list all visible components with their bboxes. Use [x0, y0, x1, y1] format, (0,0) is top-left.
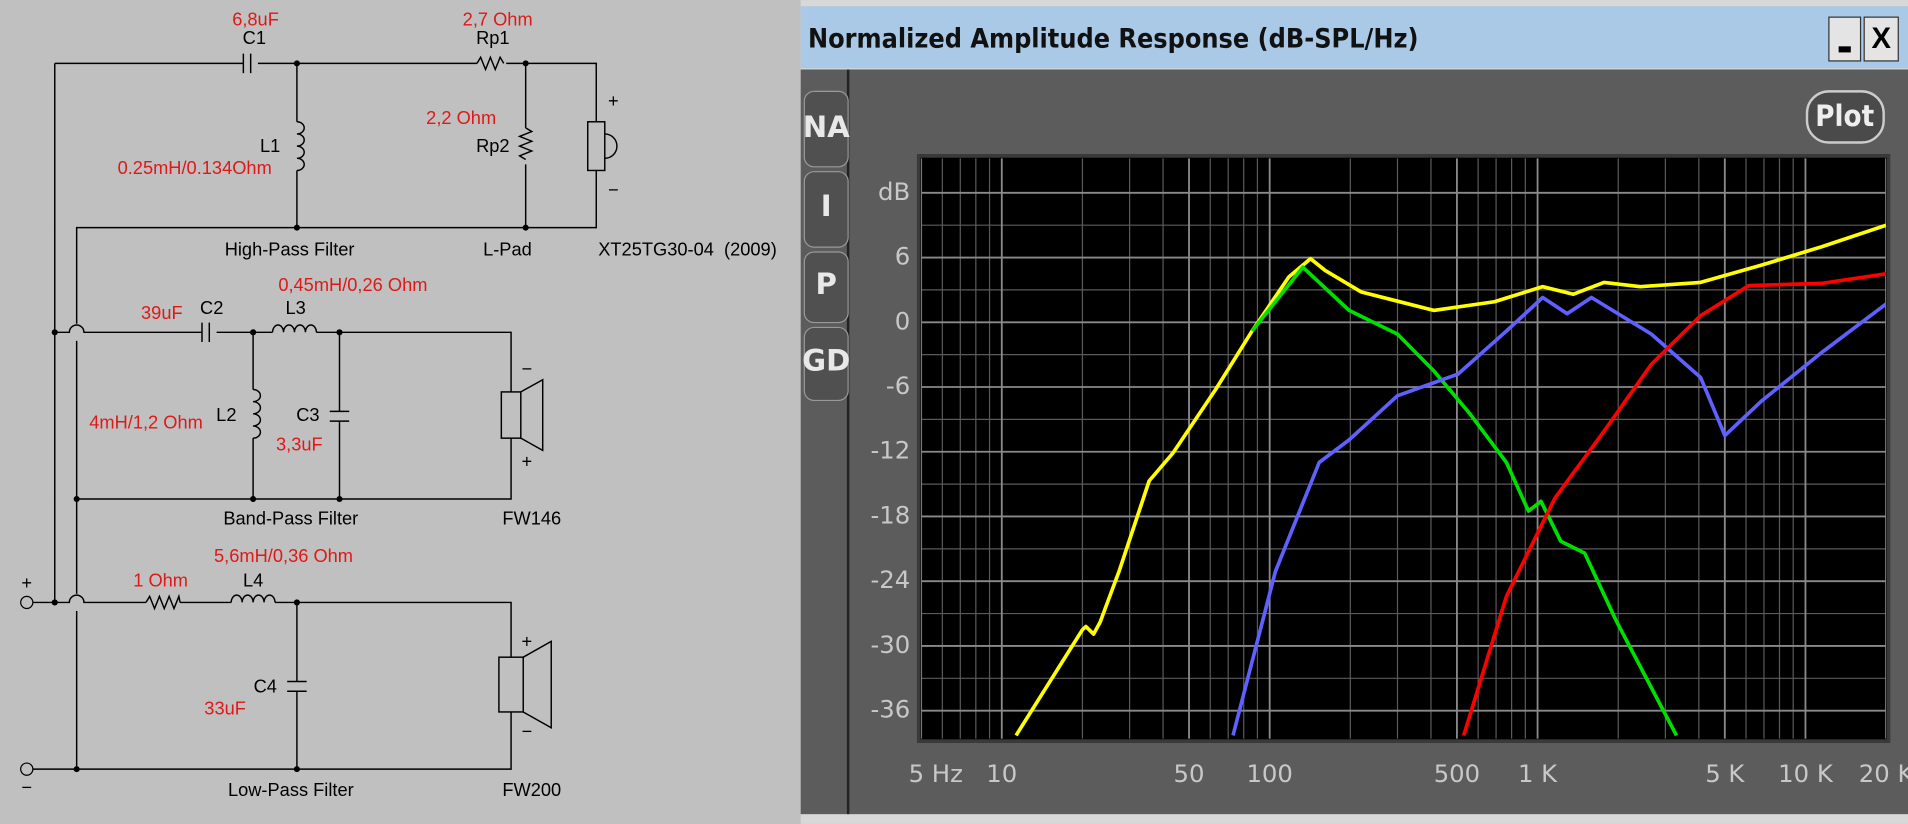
component-label: L3	[286, 297, 306, 318]
component-value: 3,3uF	[276, 433, 323, 454]
response-curve	[1461, 271, 1887, 736]
component-value: 0,45mH/0,26 Ohm	[278, 274, 427, 295]
polarity-sign: −	[522, 358, 533, 379]
driver-label: FW146	[502, 508, 561, 529]
y-tick-label: -36	[870, 695, 910, 724]
tab[interactable]	[803, 171, 849, 248]
component-label: L4	[243, 570, 263, 591]
section-label: High-Pass Filter	[225, 239, 355, 260]
tab-label: P	[816, 267, 837, 301]
component-value: 0.25mH/0.134Ohm	[118, 157, 272, 178]
component-value: 39uF	[141, 302, 183, 323]
response-curve	[1014, 223, 1887, 737]
component-value: 33uF	[204, 697, 246, 718]
tab-label: GD	[802, 344, 850, 378]
driver-label: FW200	[502, 779, 561, 800]
tab[interactable]	[803, 326, 849, 402]
component-value: 2,2 Ohm	[426, 107, 496, 128]
driver-label: XT25TG30-04 (2009)	[598, 239, 777, 260]
x-tick-label: 20 K	[1859, 759, 1908, 788]
y-tick-label: -6	[886, 371, 910, 400]
section-label: Low-Pass Filter	[228, 779, 354, 800]
y-tick-label: -18	[870, 500, 910, 529]
component-label: Rp2	[476, 135, 509, 156]
x-tick-label: 1 K	[1518, 759, 1558, 788]
component-label: C2	[200, 297, 223, 318]
polarity-sign: −	[21, 776, 32, 797]
minimize-icon	[1838, 46, 1851, 53]
plot-area	[916, 154, 1891, 743]
plot-button[interactable]	[1805, 90, 1885, 144]
schematic-panel	[0, 0, 801, 824]
tab[interactable]	[803, 251, 849, 324]
y-tick-label: -24	[870, 565, 910, 594]
tab-label: NA	[803, 110, 850, 144]
x-tick-label: 5 Hz	[909, 759, 963, 788]
response-curve	[1250, 265, 1679, 737]
component-label: L2	[216, 404, 236, 425]
close-label: X	[1871, 23, 1891, 55]
component-label: L1	[260, 135, 280, 156]
polarity-sign: +	[21, 572, 32, 593]
y-tick-label: dB	[878, 177, 910, 206]
x-tick-label: 10 K	[1778, 759, 1834, 788]
component-value: 1 Ohm	[133, 570, 188, 591]
x-tick-label: 100	[1246, 759, 1292, 788]
component-value: 4mH/1,2 Ohm	[89, 411, 203, 432]
polarity-sign: +	[522, 450, 533, 471]
component-value: 5,6mH/0,36 Ohm	[214, 545, 353, 566]
polarity-sign: −	[608, 179, 619, 200]
y-tick-label: -12	[870, 436, 910, 465]
x-tick-label: 50	[1174, 759, 1205, 788]
close-button[interactable]	[1863, 16, 1899, 62]
component-label: C1	[243, 27, 266, 48]
schematic-wires	[20, 53, 618, 776]
x-tick-label: 500	[1434, 759, 1480, 788]
title-bar	[800, 6, 1908, 69]
plot	[921, 158, 1887, 739]
x-tick-label: 5 K	[1705, 759, 1745, 788]
component-label: Rp1	[476, 27, 509, 48]
schematic-labels: 6,8uF C1 2,7 Ohm Rp1 2,2 Ohm Rp2 L1 0.25…	[21, 9, 776, 800]
tab-label: I	[821, 189, 832, 223]
section-label: L-Pad	[483, 239, 532, 260]
polarity-sign: +	[608, 90, 619, 111]
polarity-sign: −	[522, 720, 533, 741]
plot-button-label: Plot	[1815, 99, 1874, 133]
component-label: C3	[296, 404, 319, 425]
response-window: Normalized Amplitude Response (dB-SPL/Hz…	[800, 0, 1908, 824]
response-curve	[1231, 295, 1887, 736]
section-label: Band-Pass Filter	[223, 508, 358, 529]
tab[interactable]	[803, 90, 849, 168]
x-tick-label: 10	[986, 759, 1017, 788]
polarity-sign: +	[522, 630, 533, 651]
component-value: 6,8uF	[232, 9, 279, 30]
y-tick-label: -30	[870, 630, 910, 659]
component-value: 2,7 Ohm	[463, 9, 533, 30]
minimize-button[interactable]	[1828, 16, 1862, 62]
y-tick-label: 6	[895, 242, 910, 271]
window-title: Normalized Amplitude Response (dB-SPL/Hz…	[808, 24, 1419, 55]
component-label: C4	[254, 675, 277, 696]
y-tick-label: 0	[895, 306, 910, 335]
